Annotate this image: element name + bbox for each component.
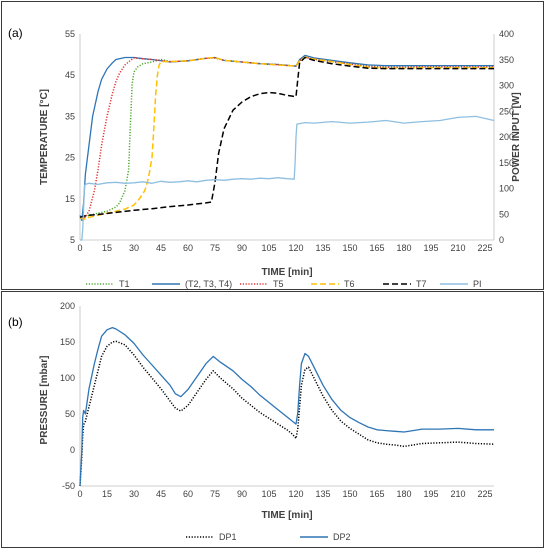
legend: T1 (T2, T3, T4) T5 T6 T7 PI bbox=[86, 279, 482, 289]
y2-tick-label: 50 bbox=[499, 209, 509, 219]
legend-label-dp1: DP1 bbox=[219, 532, 237, 542]
x-tick-label: 60 bbox=[183, 489, 193, 499]
panel-b-frame bbox=[1, 291, 544, 548]
x-tick-label: 0 bbox=[77, 243, 82, 253]
x-tick-label: 225 bbox=[477, 489, 492, 499]
series-line-pi bbox=[80, 115, 495, 241]
y2-tick-label: 300 bbox=[499, 81, 514, 91]
x-tick-label: 180 bbox=[396, 489, 411, 499]
legend-label-t2-t3-t4: (T2, T3, T4) bbox=[185, 279, 232, 289]
y-tick-label: 5 bbox=[70, 235, 75, 245]
y-tick-label: 45 bbox=[65, 70, 75, 80]
y2-tick-label: 250 bbox=[499, 106, 514, 116]
panel-a-frame bbox=[1, 1, 544, 290]
x-tick-label: 30 bbox=[129, 489, 139, 499]
x-tick-label: 135 bbox=[315, 243, 330, 253]
series-line-t7 bbox=[79, 56, 494, 219]
x-tick-label: 135 bbox=[315, 489, 330, 499]
x-tick-label: 105 bbox=[261, 489, 276, 499]
x-tick-label: 210 bbox=[450, 489, 465, 499]
x-tick-label: 60 bbox=[183, 243, 193, 253]
y2-tick-label: 350 bbox=[499, 55, 514, 65]
legend-label-t5: T5 bbox=[273, 279, 284, 289]
legend-label-t7: T7 bbox=[416, 279, 427, 289]
x-tick-label: 45 bbox=[156, 243, 166, 253]
series-line-t5 bbox=[79, 56, 494, 221]
x-tick-label: 120 bbox=[288, 243, 303, 253]
series-line-t6 bbox=[79, 56, 494, 221]
panel-a-label: (a) bbox=[8, 26, 23, 40]
x-axis-title: TIME [min] bbox=[261, 510, 312, 521]
x-tick-label: 120 bbox=[288, 489, 303, 499]
series-line-dp1 bbox=[79, 340, 495, 487]
y-tick-label: 0 bbox=[70, 445, 75, 455]
x-axis-title: TIME [min] bbox=[261, 267, 312, 278]
x-tick-label: 150 bbox=[342, 489, 357, 499]
temperature-power-chart: (a) 0 15 30 45 60 75 90 105 120 135 150 165 180 195 21… bbox=[1, 1, 544, 290]
y-tick-label: 50 bbox=[65, 409, 75, 419]
x-tick-label: 90 bbox=[237, 489, 247, 499]
y-axis-title: TEMPERATURE [°C] bbox=[39, 89, 50, 185]
x-tick-label: 90 bbox=[237, 243, 247, 253]
legend-label-dp2: DP2 bbox=[333, 532, 351, 542]
x-tick-label: 165 bbox=[369, 489, 384, 499]
y-tick-label: 55 bbox=[65, 29, 75, 39]
y2-tick-label: 150 bbox=[499, 158, 514, 168]
x-tick-label: 45 bbox=[156, 489, 166, 499]
x-tick-label: 15 bbox=[102, 243, 112, 253]
x-tick-label: 165 bbox=[369, 243, 384, 253]
legend: DP1 DP2 bbox=[186, 532, 351, 542]
y-tick-label: 100 bbox=[60, 373, 75, 383]
x-tick-label: 75 bbox=[210, 489, 220, 499]
legend-label-t6: T6 bbox=[344, 279, 355, 289]
legend-label-t1: T1 bbox=[119, 279, 130, 289]
x-tick-label: 195 bbox=[423, 489, 438, 499]
x-tick-label: 30 bbox=[129, 243, 139, 253]
pressure-chart: (b) 0 15 30 45 60 75 90 105 120 135 150 165 180 195 21… bbox=[1, 291, 544, 548]
y2-axis-title: POWER INPUT [W] bbox=[511, 92, 522, 181]
x-tick-label: 105 bbox=[261, 243, 276, 253]
series-line-dp2 bbox=[79, 326, 494, 487]
y-tick-label: 25 bbox=[65, 153, 75, 163]
y-tick-label: 15 bbox=[65, 194, 75, 204]
x-tick-label: 0 bbox=[77, 489, 82, 499]
x-tick-label: 225 bbox=[477, 243, 492, 253]
y-tick-label: 200 bbox=[60, 301, 75, 311]
x-tick-label: 210 bbox=[450, 243, 465, 253]
y-tick-label: -50 bbox=[62, 481, 75, 491]
y-axis-title: PRESSURE [mbar] bbox=[39, 356, 50, 445]
x-tick-label: 195 bbox=[423, 243, 438, 253]
x-tick-label: 180 bbox=[396, 243, 411, 253]
x-tick-label: 75 bbox=[210, 243, 220, 253]
legend-label-pi: PI bbox=[473, 279, 482, 289]
x-tick-label: 150 bbox=[342, 243, 357, 253]
y2-tick-label: 400 bbox=[499, 29, 514, 39]
y2-tick-label: 200 bbox=[499, 132, 514, 142]
y-tick-label: 150 bbox=[60, 337, 75, 347]
y2-tick-label: 0 bbox=[499, 235, 504, 245]
y-tick-label: 35 bbox=[65, 111, 75, 121]
y2-tick-label: 100 bbox=[499, 184, 514, 194]
x-tick-label: 15 bbox=[102, 489, 112, 499]
panel-b-label: (b) bbox=[8, 315, 23, 329]
